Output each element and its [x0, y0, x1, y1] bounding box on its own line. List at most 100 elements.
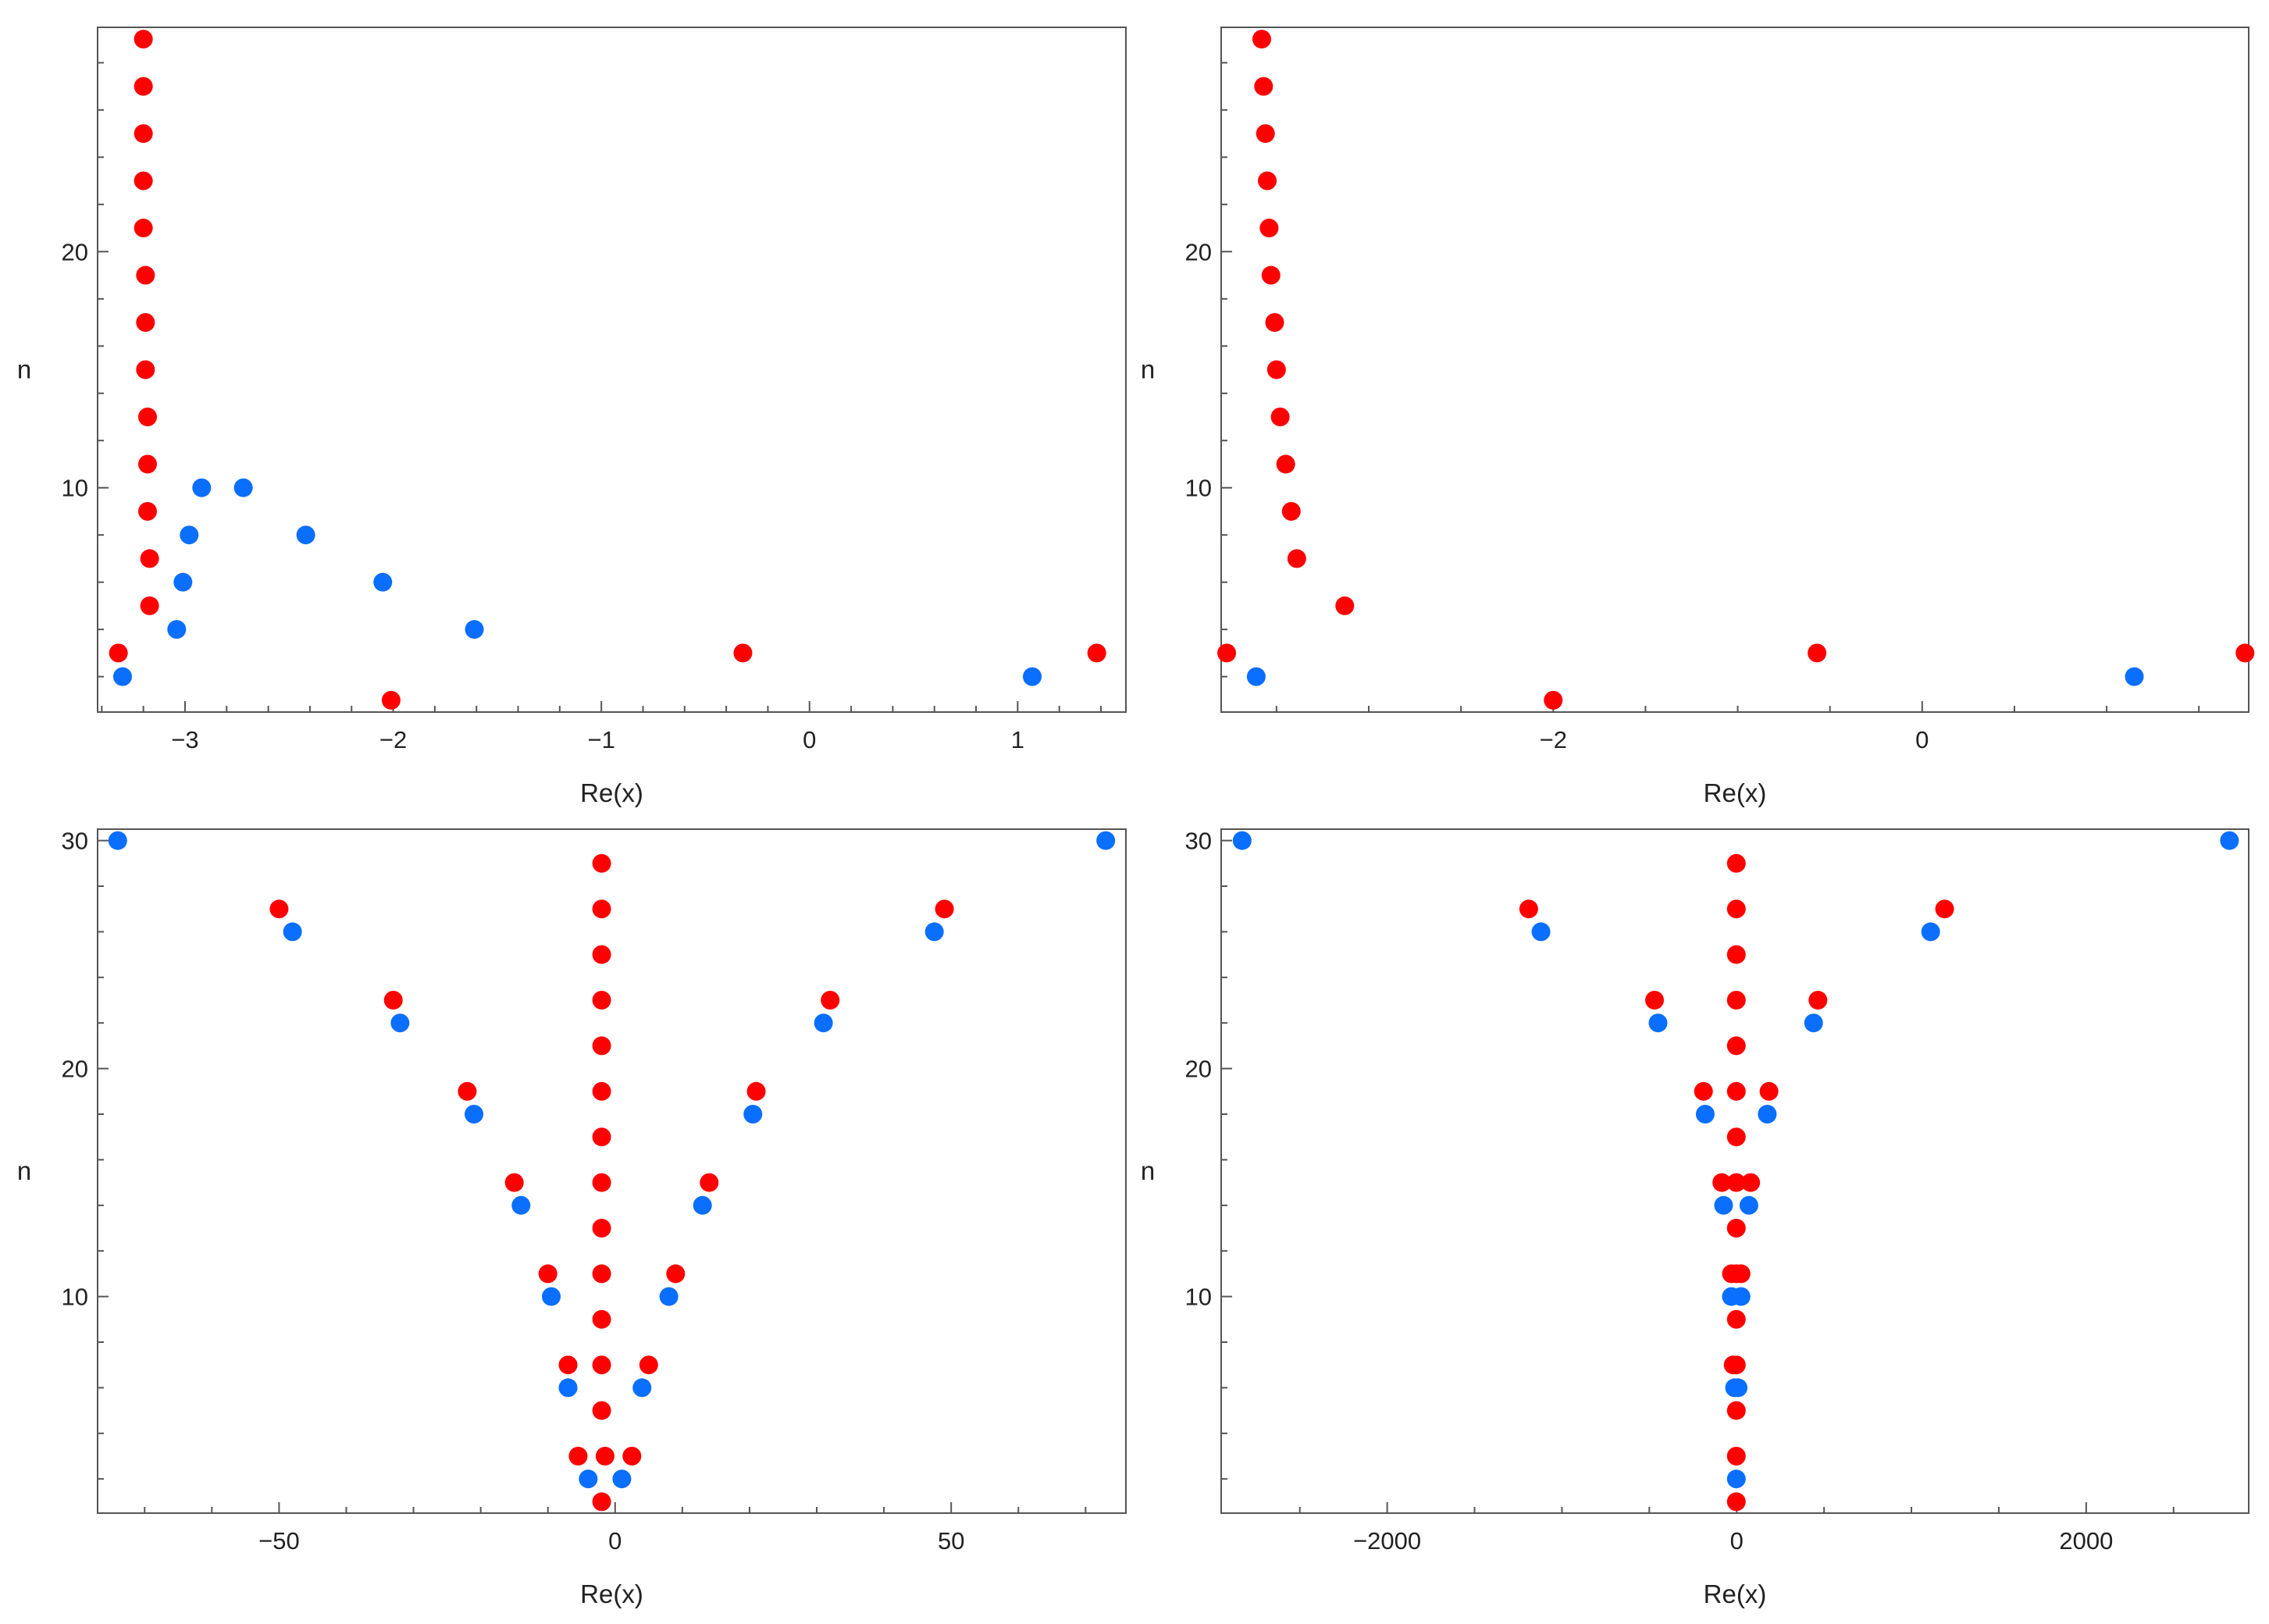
y-tick-label: 10 — [1185, 1284, 1212, 1311]
red-point — [1808, 643, 1827, 663]
x-tick-label: −3 — [171, 726, 198, 753]
red-point — [1261, 265, 1281, 285]
series-red — [269, 853, 954, 1512]
red-point — [622, 1447, 642, 1466]
blue-point — [296, 525, 315, 545]
y-tick-label: 20 — [1185, 1056, 1212, 1083]
y-tick-label: 20 — [62, 238, 88, 265]
blue-point — [1695, 1105, 1715, 1124]
red-point — [134, 171, 153, 191]
series-red — [109, 30, 1106, 710]
red-point — [1281, 501, 1301, 521]
blue-point — [173, 572, 193, 592]
red-point — [558, 1355, 578, 1375]
red-point — [538, 1264, 557, 1284]
red-point — [1544, 690, 1563, 710]
y-tick-label: 30 — [62, 828, 88, 855]
blue-point — [465, 620, 484, 639]
red-point — [592, 1036, 611, 1056]
red-point — [935, 899, 954, 919]
blue-point — [612, 1469, 632, 1489]
x-tick-label: 0 — [608, 1527, 622, 1555]
red-point — [1935, 899, 1954, 919]
red-point — [821, 991, 840, 1010]
x-axis-label: Re(x) — [1704, 778, 1767, 807]
red-point — [639, 1355, 658, 1375]
x-tick-label: −2 — [1540, 726, 1567, 753]
red-point — [381, 690, 401, 710]
red-point — [1519, 899, 1538, 919]
red-point — [592, 1173, 611, 1192]
blue-point — [465, 1105, 484, 1124]
red-point — [592, 1492, 611, 1512]
plot-frame — [1220, 27, 2249, 713]
blue-point — [1729, 1378, 1748, 1398]
x-tick-label: 0 — [1915, 726, 1929, 753]
red-point — [733, 643, 753, 663]
blue-point — [2220, 831, 2239, 850]
red-point — [137, 454, 157, 474]
y-tick-label: 30 — [1185, 828, 1212, 855]
blue-point — [632, 1378, 652, 1398]
x-axis-label: Re(x) — [580, 778, 643, 807]
red-point — [140, 549, 159, 568]
plot-frame — [97, 828, 1127, 1514]
blue-point — [1921, 922, 1940, 942]
red-point — [1726, 1081, 1746, 1101]
blue-point — [108, 831, 127, 850]
x-axis-label: Re(x) — [1704, 1579, 1767, 1608]
blue-point — [180, 525, 199, 545]
red-point — [1726, 853, 1746, 873]
red-point — [592, 945, 611, 964]
red-point — [136, 265, 155, 285]
blue-point — [1726, 1469, 1746, 1489]
blue-point — [693, 1195, 712, 1215]
red-point — [1808, 991, 1828, 1010]
blue-point — [924, 922, 944, 942]
series-red — [1217, 30, 2255, 710]
panel-top-left: −3 −2 −1 0 1 10 20 Re(x) n — [17, 27, 1127, 807]
blue-point — [1758, 1105, 1777, 1124]
blue-point — [1648, 1013, 1668, 1033]
red-point — [592, 1401, 611, 1420]
red-point — [1726, 1492, 1746, 1512]
x-tick-label: 1 — [1011, 726, 1024, 753]
red-point — [269, 899, 289, 919]
red-point — [592, 1309, 611, 1329]
red-point — [1726, 1447, 1746, 1466]
x-tick-label: 50 — [938, 1527, 964, 1555]
red-point — [592, 1264, 611, 1284]
red-point — [1087, 643, 1106, 663]
blue-point — [542, 1287, 561, 1306]
plot-frame — [1220, 828, 2249, 1514]
red-point — [1265, 313, 1284, 333]
red-point — [1741, 1173, 1761, 1192]
red-point — [1726, 1355, 1746, 1375]
red-point — [1726, 945, 1746, 964]
red-point — [1270, 407, 1290, 426]
red-point — [1759, 1081, 1779, 1101]
red-point — [1712, 1173, 1732, 1192]
red-point — [458, 1081, 477, 1101]
blue-point — [558, 1378, 578, 1398]
red-point — [136, 313, 155, 333]
red-point — [592, 1355, 611, 1375]
red-point — [666, 1264, 686, 1284]
x-tick-label: −2 — [379, 726, 407, 753]
y-axis-label: n — [1141, 1156, 1155, 1185]
blue-point — [511, 1195, 531, 1215]
red-point — [1645, 991, 1665, 1010]
y-axis-label: n — [1141, 355, 1155, 384]
blue-point — [192, 478, 212, 497]
plot-frame — [97, 27, 1127, 713]
red-point — [1276, 454, 1295, 474]
red-point — [134, 30, 153, 49]
red-point — [136, 360, 155, 379]
x-tick-label: 0 — [803, 726, 816, 753]
red-point — [592, 1081, 611, 1101]
red-point — [137, 407, 157, 426]
blue-point — [112, 667, 132, 686]
red-point — [1256, 124, 1275, 144]
red-point — [137, 501, 157, 521]
red-point — [1726, 1036, 1746, 1056]
